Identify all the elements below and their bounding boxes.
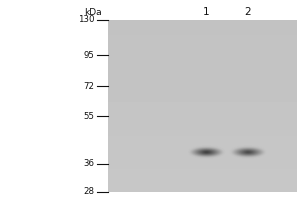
- Text: 95: 95: [84, 51, 94, 60]
- Text: 28: 28: [83, 188, 94, 196]
- Text: 130: 130: [78, 16, 94, 24]
- Text: 55: 55: [83, 112, 94, 121]
- Text: 72: 72: [83, 82, 94, 91]
- Text: kDa: kDa: [84, 8, 102, 17]
- Text: 2: 2: [244, 7, 251, 17]
- Text: 1: 1: [203, 7, 210, 17]
- Text: 36: 36: [83, 159, 94, 168]
